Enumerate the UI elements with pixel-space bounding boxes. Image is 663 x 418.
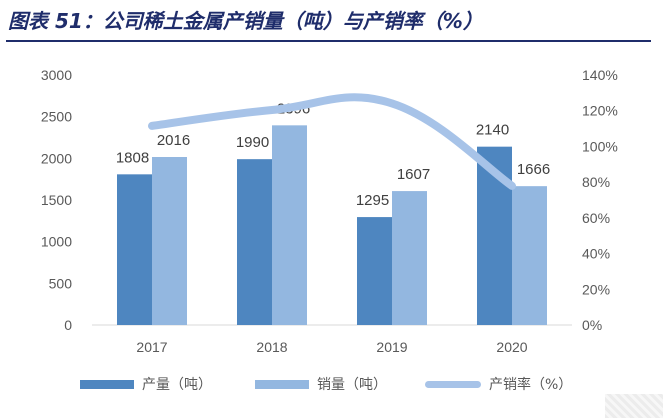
data-label-production: 1990 bbox=[236, 134, 269, 151]
x-axis-tick-label: 2019 bbox=[376, 339, 407, 355]
legend-swatch-rate bbox=[425, 380, 481, 388]
left-axis-tick-label: 3000 bbox=[41, 67, 72, 83]
bar-sales bbox=[272, 125, 307, 325]
bar-sales bbox=[512, 186, 547, 325]
left-axis-ticks: 0 500 1000 1500 2000 2500 3000 bbox=[41, 67, 72, 333]
right-axis-tick-label: 0% bbox=[582, 317, 602, 333]
legend-item-rate: 产销率（%） bbox=[425, 372, 572, 396]
left-axis-tick-label: 2500 bbox=[41, 109, 72, 125]
x-axis-tick-label: 2020 bbox=[496, 339, 527, 355]
title-underline bbox=[6, 40, 651, 42]
left-axis-tick-label: 2000 bbox=[41, 150, 72, 166]
bar-production bbox=[237, 159, 272, 325]
bar-sales bbox=[152, 157, 187, 325]
bars bbox=[117, 125, 547, 325]
chart-title: 图表 51：公司稀土金属产销量（吨）与产销率（%） bbox=[8, 9, 483, 33]
right-axis-tick-label: 80% bbox=[582, 174, 610, 190]
data-label-sales: 2016 bbox=[157, 132, 190, 149]
left-axis-tick-label: 1000 bbox=[41, 234, 72, 250]
bar-sales bbox=[392, 191, 427, 325]
legend-label-rate: 产销率（%） bbox=[489, 377, 573, 393]
right-axis-tick-label: 140% bbox=[582, 67, 618, 83]
legend-swatch-sales bbox=[255, 379, 309, 389]
x-axis-tick-label: 2017 bbox=[136, 339, 167, 355]
x-axis-ticks: 2017 2018 2019 2020 bbox=[136, 339, 527, 355]
bar-production bbox=[117, 174, 152, 325]
left-axis-tick-label: 0 bbox=[64, 317, 72, 333]
data-label-production: 1808 bbox=[116, 149, 149, 166]
left-axis-tick-label: 1500 bbox=[41, 192, 72, 208]
data-label-sales: 1607 bbox=[397, 166, 430, 183]
legend-swatch-production bbox=[80, 379, 134, 389]
x-axis-tick-label: 2018 bbox=[256, 339, 287, 355]
right-axis-ticks: 0% 20% 40% 60% 80% 100% 120% 140% bbox=[582, 67, 618, 333]
left-axis-tick-label: 500 bbox=[49, 275, 73, 291]
legend-item-sales: 销量（吨） bbox=[255, 372, 387, 396]
right-axis-tick-label: 60% bbox=[582, 210, 610, 226]
right-axis-tick-label: 120% bbox=[582, 103, 618, 119]
legend-label-production: 产量（吨） bbox=[142, 377, 212, 393]
right-axis-tick-label: 20% bbox=[582, 281, 610, 297]
rate-line bbox=[148, 93, 516, 190]
bar-production bbox=[357, 217, 392, 325]
data-label-production: 2140 bbox=[476, 122, 509, 139]
data-label-sales: 1666 bbox=[517, 161, 550, 178]
right-axis-tick-label: 40% bbox=[582, 246, 610, 262]
legend: 产量（吨） 销量（吨） 产销率（%） bbox=[0, 372, 663, 396]
data-label-production: 1295 bbox=[356, 192, 389, 209]
right-axis-tick-label: 100% bbox=[582, 138, 618, 154]
legend-item-production: 产量（吨） bbox=[80, 372, 212, 396]
legend-label-sales: 销量（吨） bbox=[317, 377, 387, 393]
watermark-blur bbox=[605, 394, 663, 418]
